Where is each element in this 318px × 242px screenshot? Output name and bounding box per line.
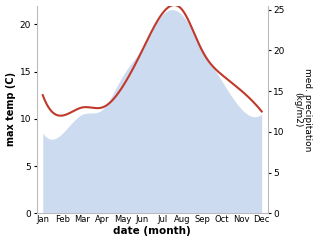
X-axis label: date (month): date (month) (113, 227, 191, 236)
Y-axis label: med. precipitation
(kg/m2): med. precipitation (kg/m2) (293, 68, 313, 151)
Y-axis label: max temp (C): max temp (C) (5, 72, 16, 146)
